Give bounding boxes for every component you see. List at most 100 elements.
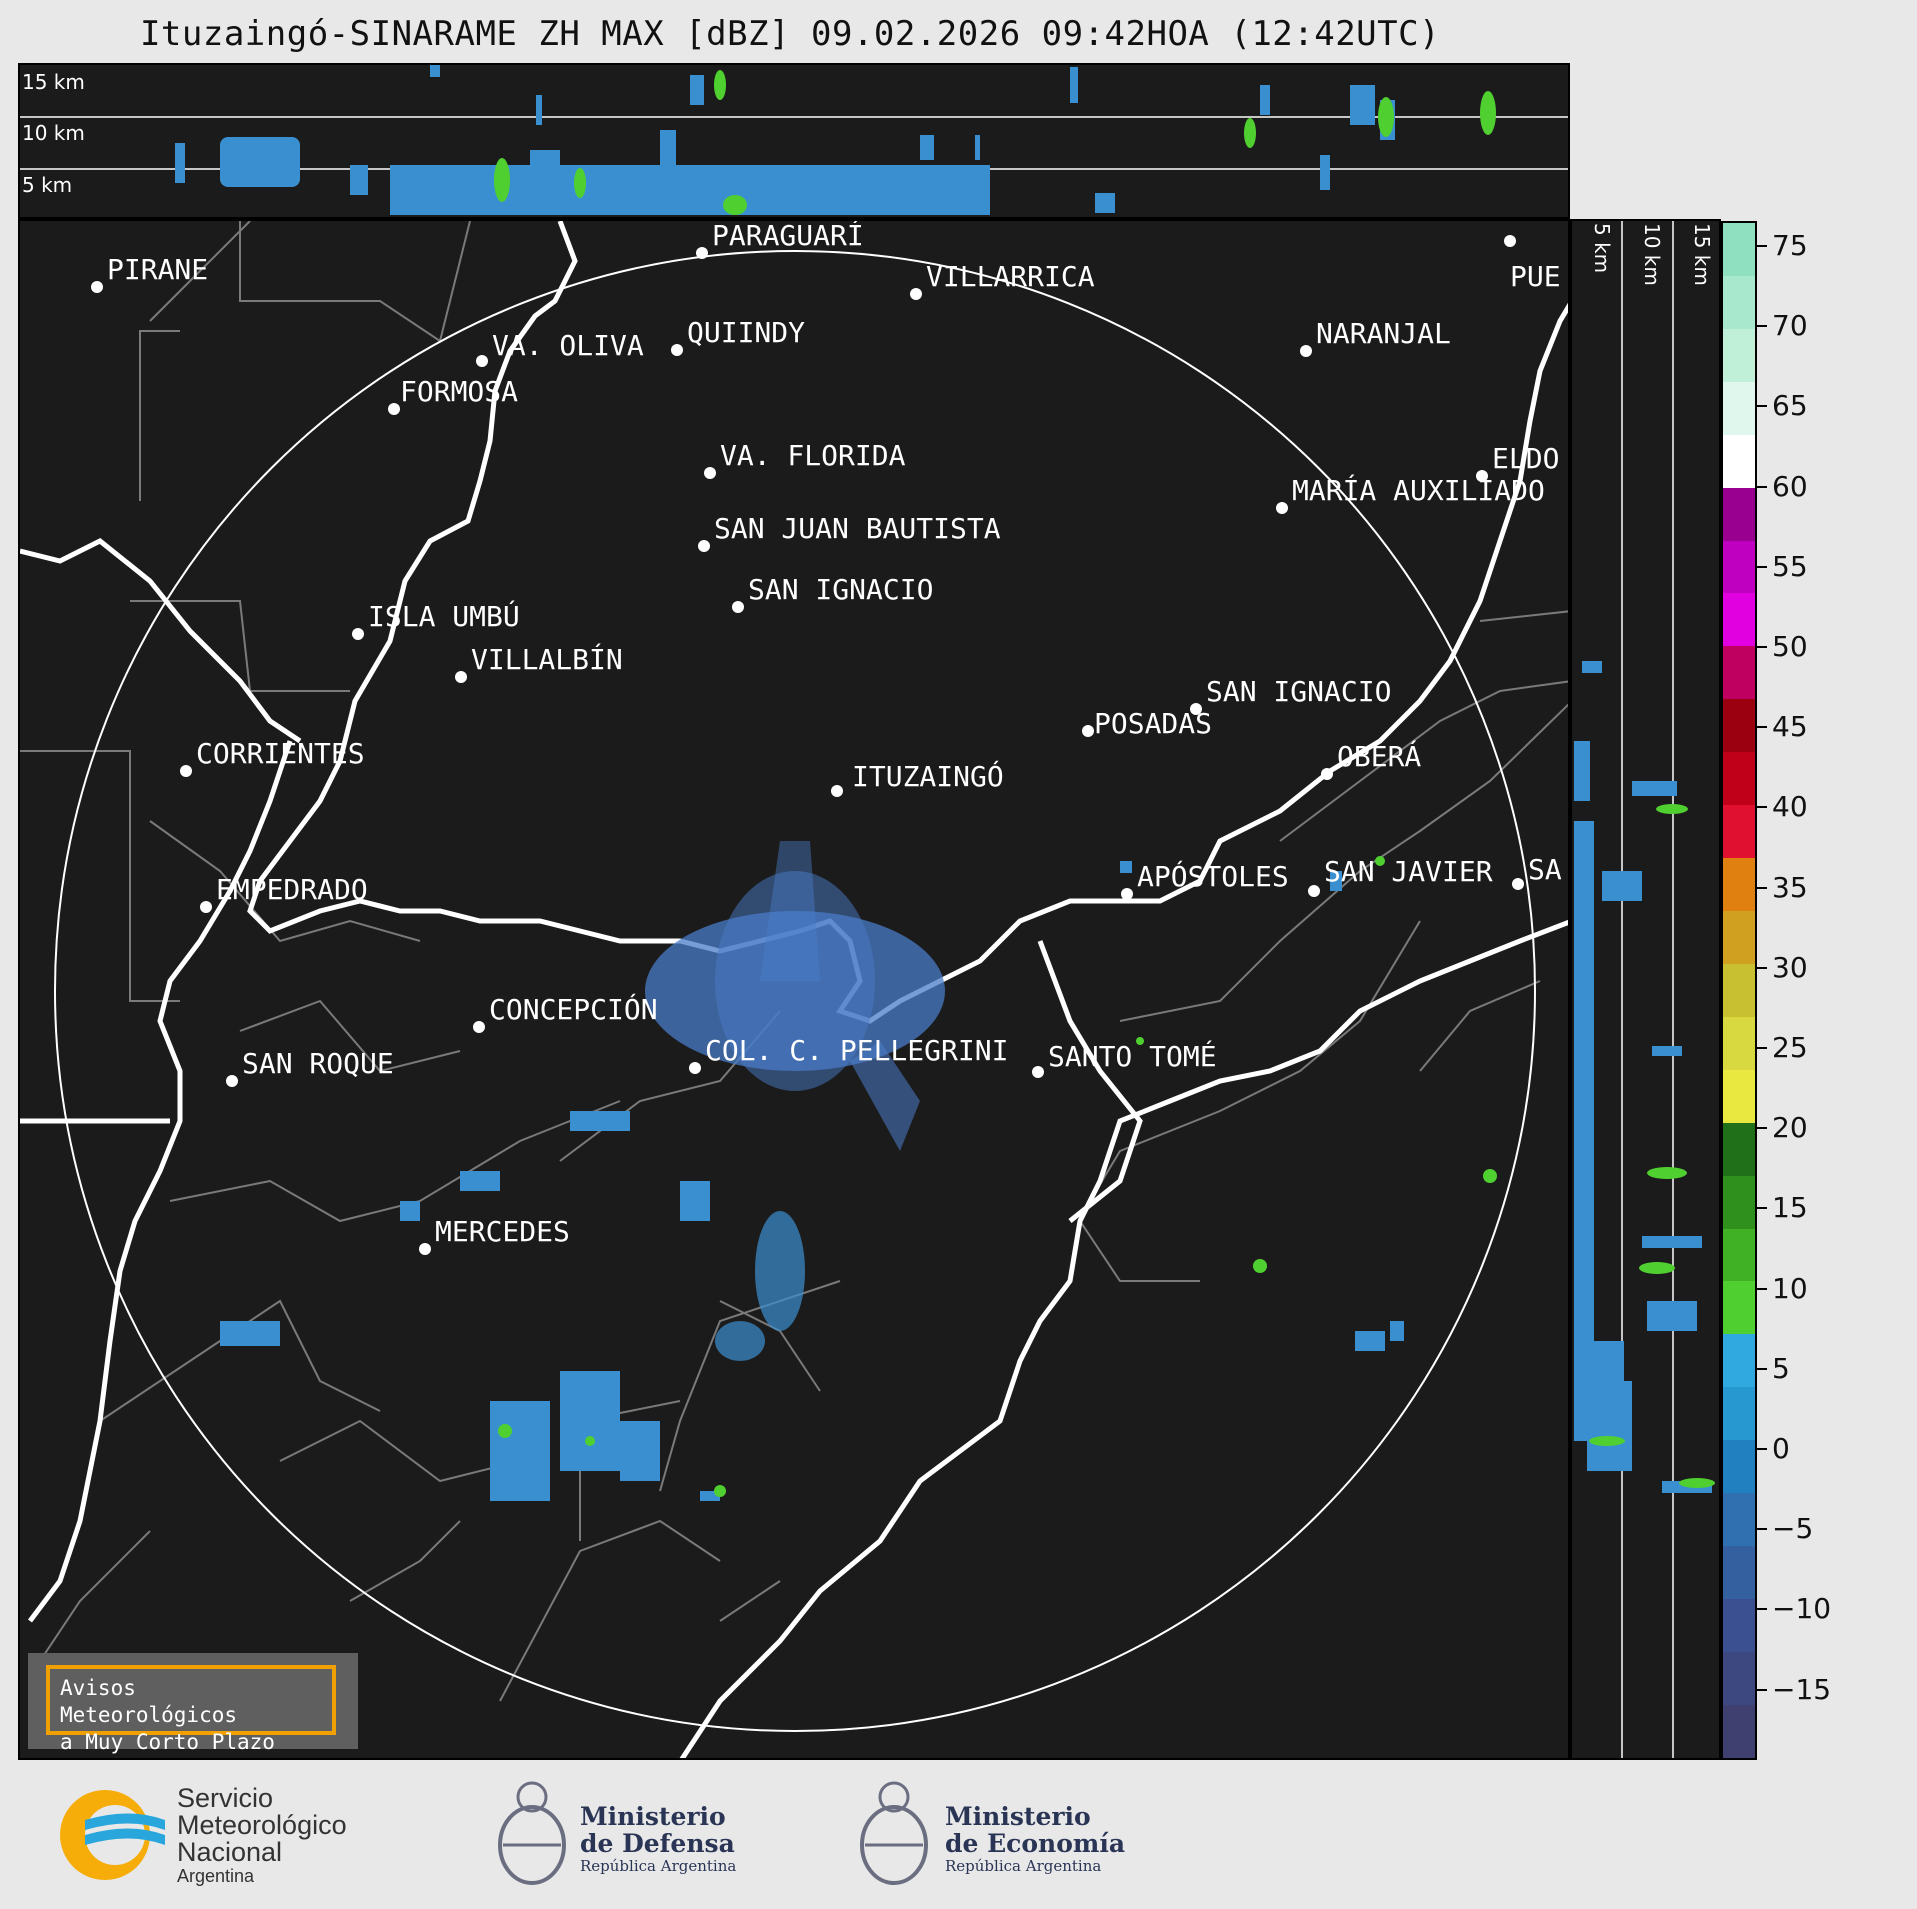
colorbar-tick-label: 30	[1772, 950, 1808, 984]
colorbar-tick-label: 55	[1772, 549, 1808, 583]
colorbar-segment	[1723, 805, 1755, 859]
colorbar-segment	[1723, 963, 1755, 1017]
place-label: MARÍA AUXILIADO	[1292, 473, 1545, 507]
place-label: EMPEDRADO	[216, 873, 368, 906]
place-label: SAN ROQUE	[242, 1047, 394, 1080]
place-markers	[91, 235, 1524, 1255]
place-label: FORMOSA	[400, 375, 518, 408]
colorbar-segment	[1723, 858, 1755, 911]
top-height-label-10km: 10 km	[22, 121, 85, 145]
colorbar-segment	[1723, 1598, 1755, 1652]
alert-text-frame: Avisos Meteorológicos a Muy Corto Plazo	[46, 1665, 336, 1754]
economia-shield-icon	[860, 1781, 928, 1885]
colorbar-segment	[1723, 1175, 1755, 1229]
place-label: OBERÁ	[1337, 739, 1421, 773]
colorbar-tick	[1757, 405, 1767, 408]
colorbar-segment	[1723, 1704, 1755, 1758]
colorbar-segment	[1723, 1281, 1755, 1335]
chart-title: Ituzaingó-SINARAME ZH MAX [dBZ] 09.02.20…	[139, 14, 1441, 54]
top-height-label-5km: 5 km	[22, 173, 73, 197]
defensa-logo: Ministerio de Defensa República Argentin…	[495, 1775, 755, 1895]
top-cross-section-panel: 15 km 10 km 5 km	[18, 63, 1570, 219]
place-label: APÓSTOLES	[1137, 859, 1289, 893]
colorbar-tick	[1757, 726, 1767, 729]
place-label: ITUZAINGÓ	[852, 759, 1004, 793]
place-label: PIRANE	[107, 253, 208, 286]
place-label: VILLARRICA	[926, 260, 1095, 293]
colorbar-tick-label: 10	[1772, 1271, 1808, 1305]
side-height-label-15km: 15 km	[1690, 223, 1714, 286]
colorbar-segment	[1723, 1069, 1755, 1123]
colorbar-segment	[1723, 593, 1755, 647]
economia-text-line-2: de Economía	[945, 1829, 1126, 1858]
economia-logo: Ministerio de Economía República Argenti…	[857, 1775, 1147, 1895]
economia-text-line-1: Ministerio	[945, 1802, 1091, 1831]
colorbar-tick-label: 45	[1772, 710, 1808, 744]
colorbar-tick	[1757, 1207, 1767, 1210]
place-label: SA	[1528, 853, 1562, 886]
colorbar-segment	[1723, 699, 1755, 753]
colorbar-segment	[1723, 487, 1755, 541]
colorbar-tick-label: 65	[1772, 389, 1808, 423]
colorbar-tick-label: 40	[1772, 790, 1808, 824]
colorbar-tick-label: 25	[1772, 1031, 1808, 1064]
place-label: CORRIENTES	[196, 737, 365, 770]
place-label: ISLA UMBÚ	[368, 599, 520, 633]
colorbar-tick	[1757, 806, 1767, 809]
colorbar-segment	[1723, 381, 1755, 435]
colorbar-tick	[1757, 1287, 1767, 1290]
smn-text-line-4: Argentina	[177, 1866, 255, 1886]
colorbar-segment	[1723, 1122, 1755, 1176]
radar-echoes	[220, 841, 1497, 1501]
place-label: SAN IGNACIO	[748, 573, 933, 606]
colorbar-tick-label: 75	[1772, 229, 1808, 262]
smn-logo-icon	[60, 1790, 165, 1880]
colorbar-segment	[1723, 752, 1755, 806]
colorbar-tick-label: 20	[1772, 1111, 1808, 1145]
colorbar-segment	[1723, 646, 1755, 700]
range-ring	[54, 250, 1536, 1732]
defensa-shield-icon	[498, 1781, 566, 1885]
colorbar-segment	[1723, 1228, 1755, 1282]
place-label: POSADAS	[1094, 707, 1212, 740]
colorbar-tick	[1757, 485, 1767, 488]
alert-box: Avisos Meteorológicos a Muy Corto Plazo	[28, 1653, 358, 1754]
colorbar-segment	[1723, 1493, 1755, 1547]
colorbar-segment	[1723, 1334, 1755, 1388]
place-label: SANTO TOMÉ	[1048, 1039, 1217, 1073]
colorbar-tick	[1757, 886, 1767, 889]
place-label: MERCEDES	[435, 1215, 570, 1248]
colorbar-tick	[1757, 325, 1767, 328]
top-height-label-15km: 15 km	[22, 70, 85, 94]
colorbar-tick	[1757, 966, 1767, 969]
colorbar-segment	[1723, 540, 1755, 594]
colorbar-tick-label: 0	[1772, 1432, 1790, 1465]
colorbar	[1721, 221, 1757, 1760]
alert-line-1: Avisos Meteorológicos	[60, 1676, 238, 1727]
place-label: SAN IGNACIO	[1206, 675, 1391, 708]
colorbar-tick	[1757, 1127, 1767, 1130]
smn-logo: Servicio Meteorológico Nacional Argentin…	[55, 1785, 385, 1895]
colorbar-segment	[1723, 1651, 1755, 1705]
place-label: ELDO	[1492, 442, 1559, 475]
alert-line-2: a Muy Corto Plazo	[60, 1730, 275, 1754]
colorbar-segment	[1723, 1387, 1755, 1441]
colorbar-tick	[1757, 1528, 1767, 1531]
smn-text-line-2: Meteorológico	[177, 1810, 347, 1840]
place-labels: PARAGUARÍ PIRANE VILLARRICA QUIINDY VA. …	[107, 221, 1562, 1248]
colorbar-tick	[1757, 565, 1767, 568]
place-label: QUIINDY	[687, 316, 805, 349]
colorbar-tick-label: 50	[1772, 630, 1808, 663]
colorbar-tick-label: 15	[1772, 1191, 1808, 1225]
colorbar-segment	[1723, 1546, 1755, 1599]
radar-map: PARAGUARÍ PIRANE VILLARRICA QUIINDY VA. …	[20, 221, 1568, 1758]
place-label: COL. C. PELLEGRINI	[705, 1034, 1008, 1067]
side-cross-section-echoes	[1574, 221, 1715, 1758]
colorbar-segment	[1723, 328, 1755, 382]
place-label: PARAGUARÍ	[712, 221, 864, 252]
colorbar-tick	[1757, 1367, 1767, 1370]
colorbar-segment	[1723, 434, 1755, 488]
smn-text-line-1: Servicio	[177, 1783, 274, 1813]
place-label: PUE	[1510, 260, 1561, 293]
side-height-label-10km: 10 km	[1640, 223, 1664, 286]
